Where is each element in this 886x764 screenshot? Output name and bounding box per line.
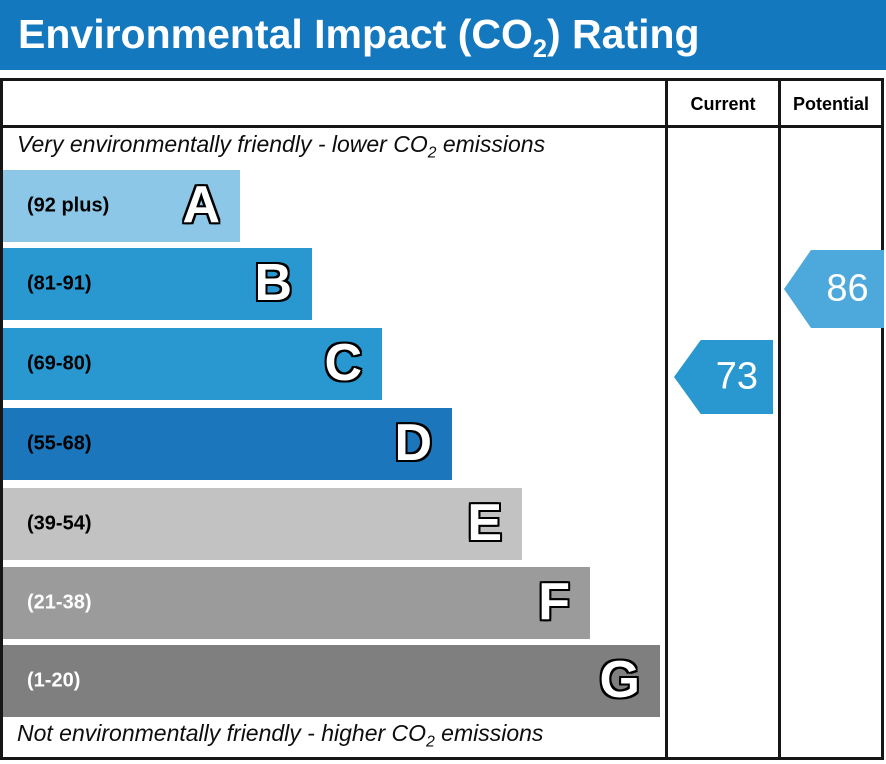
bottom-note-subscript: 2	[426, 733, 435, 751]
potential-rating-arrow: 86	[784, 250, 884, 328]
bottom-note-text: Not environmentally friendly - higher CO	[17, 720, 427, 746]
band-b-range: (81-91)	[27, 272, 92, 295]
band-c-range: (69-80)	[27, 352, 92, 375]
title-text: Environmental Impact (CO	[18, 11, 533, 57]
band-c-letter: C	[324, 333, 362, 392]
band-d-range: (55-68)	[27, 432, 92, 455]
band-a-bar: (92 plus) A	[3, 170, 240, 242]
potential-column-header: Potential	[792, 94, 869, 114]
rating-table: Current Potential Very environmentally f…	[0, 78, 884, 760]
table-header-row: Current Potential	[3, 81, 881, 128]
current-rating-value: 73	[715, 355, 758, 398]
potential-column-divider	[778, 81, 781, 757]
band-c-bar: (69-80) C	[3, 328, 382, 400]
band-f-letter: F	[538, 572, 570, 631]
current-column-header: Current	[690, 94, 756, 114]
bottom-note-suffix: emissions	[434, 720, 544, 746]
band-e-range: (39-54)	[27, 512, 92, 535]
band-e-bar: (39-54) E	[3, 488, 522, 560]
title-subscript: 2	[532, 35, 548, 64]
top-note: Very environmentally friendly - lower CO…	[17, 131, 545, 163]
band-b-letter: B	[254, 253, 292, 312]
band-b-bar: (81-91) B	[3, 248, 312, 320]
band-f-range: (21-38)	[27, 591, 92, 614]
band-g-range: (1-20)	[27, 669, 81, 692]
top-note-text: Very environmentally friendly - lower CO	[17, 131, 428, 157]
band-g-letter: G	[599, 650, 640, 709]
top-note-suffix: emissions	[436, 131, 546, 157]
band-g-bar: (1-20) G	[3, 645, 660, 717]
title-suffix: ) Rating	[547, 11, 700, 57]
band-d-letter: D	[394, 413, 432, 472]
band-e-letter: E	[467, 493, 502, 552]
potential-rating-value: 86	[826, 267, 869, 310]
band-f-bar: (21-38) F	[3, 567, 590, 639]
band-a-range: (92 plus)	[27, 194, 110, 217]
bottom-note: Not environmentally friendly - higher CO…	[17, 720, 543, 752]
top-note-subscript: 2	[427, 144, 437, 162]
band-a-letter: A	[182, 175, 220, 234]
current-column-divider	[665, 81, 668, 757]
band-d-bar: (55-68) D	[3, 408, 452, 480]
page-title: Environmental Impact (CO2) Rating	[0, 0, 886, 70]
current-rating-arrow: 73	[674, 340, 773, 414]
